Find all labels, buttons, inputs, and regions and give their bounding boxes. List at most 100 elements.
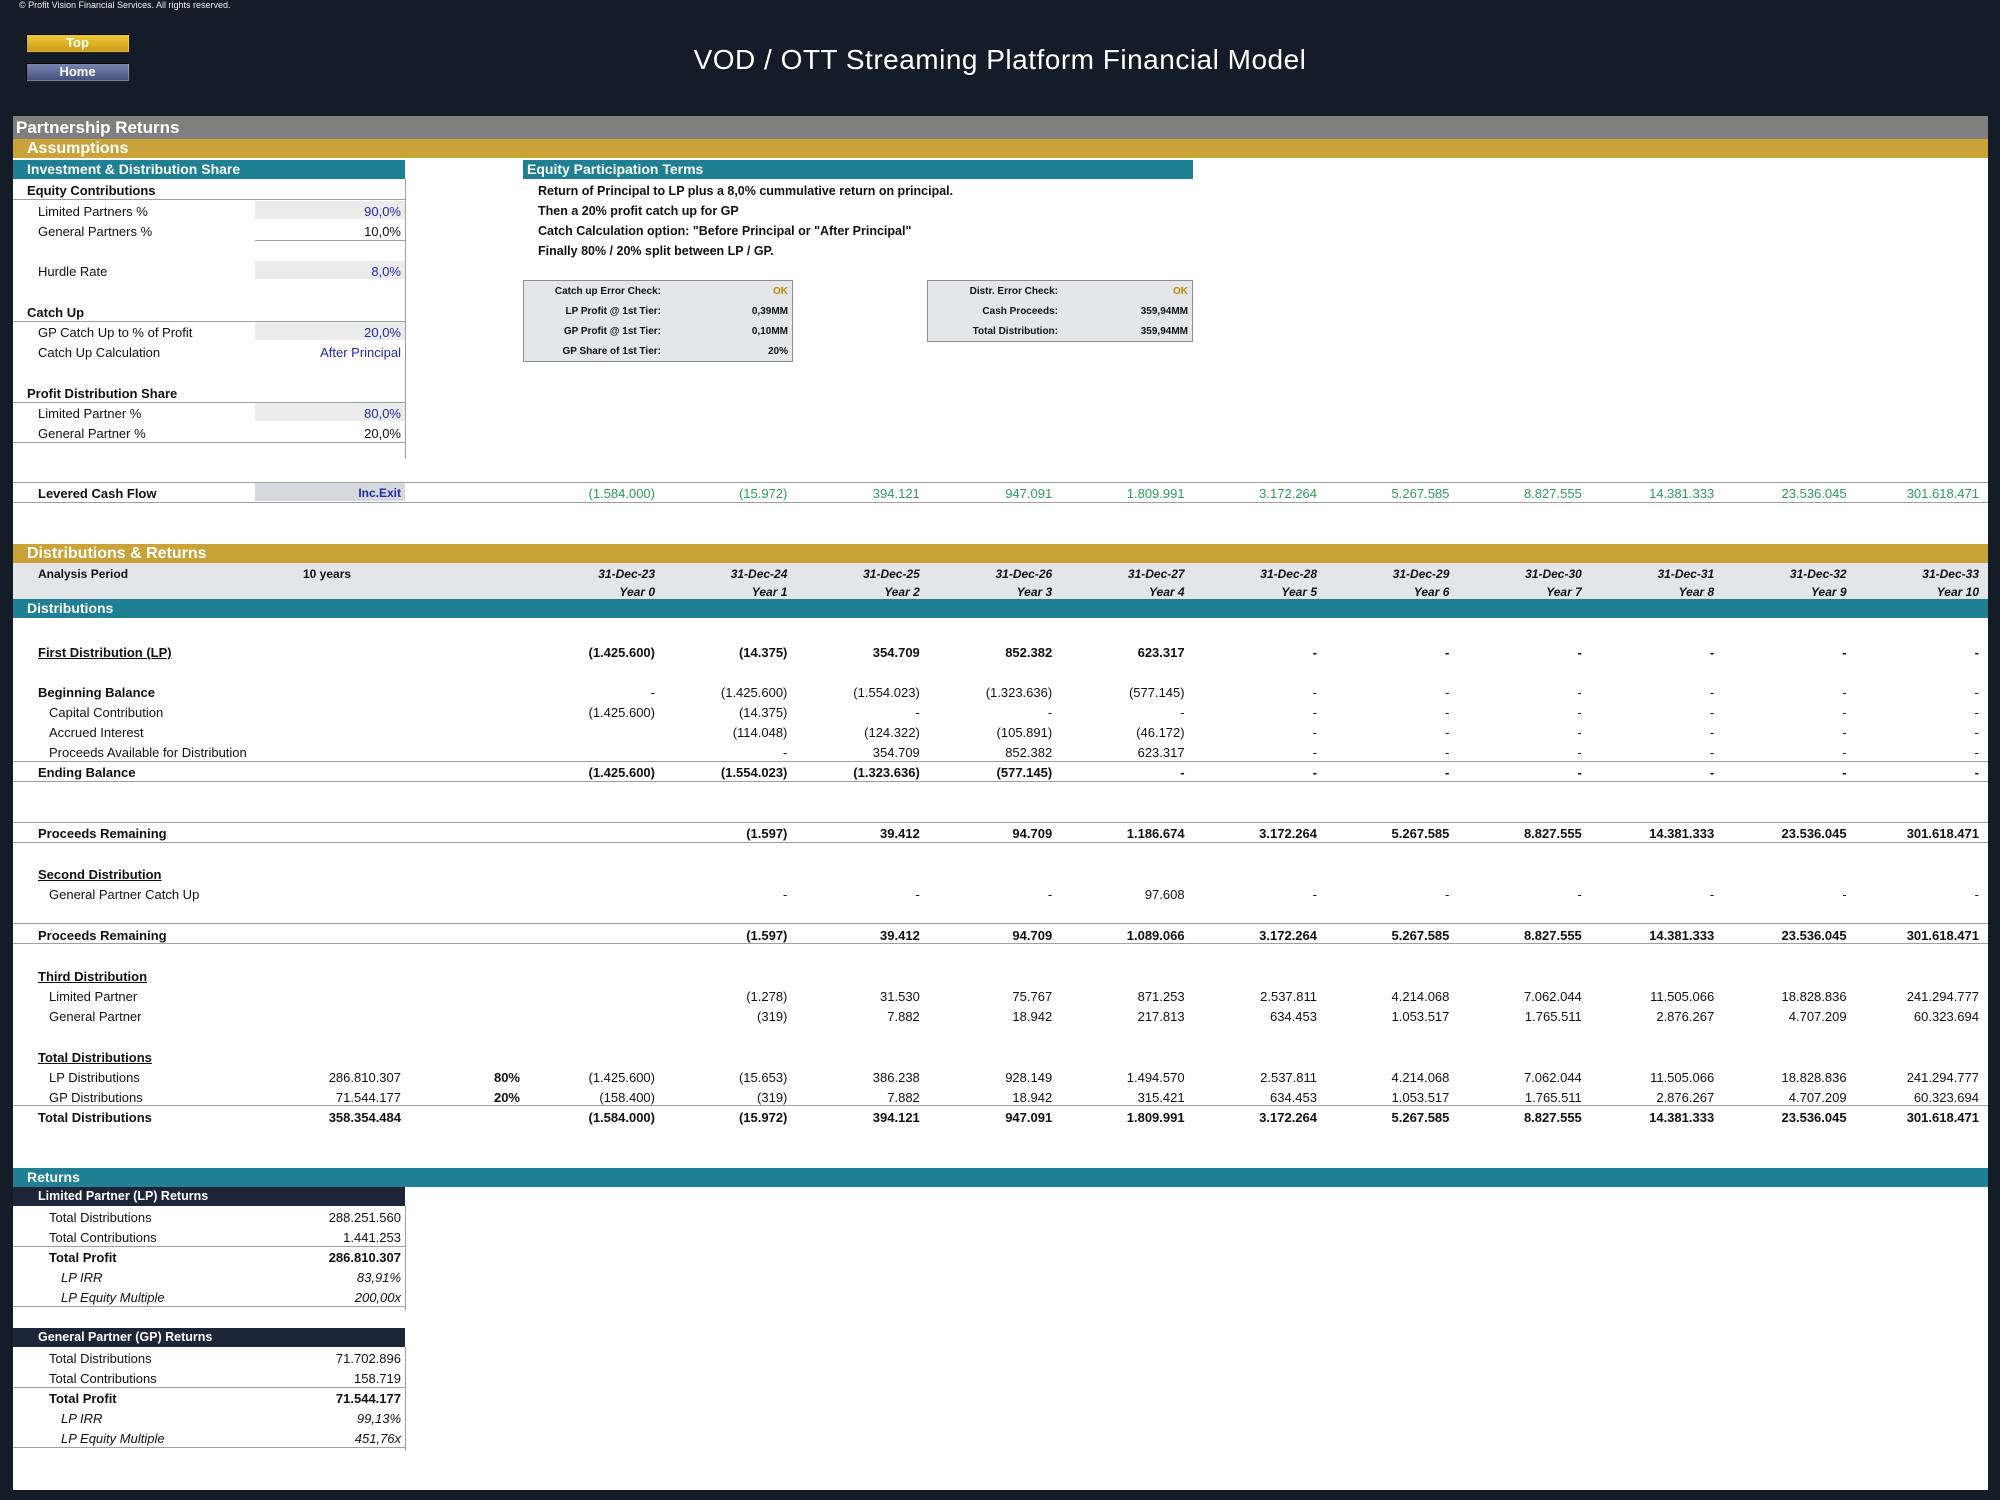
row-value: 354.709 bbox=[872, 745, 920, 760]
period-date: 31-Dec-33 bbox=[1922, 567, 1979, 581]
row-value: 97.608 bbox=[1144, 887, 1185, 902]
row-value: (46.172) bbox=[1136, 725, 1185, 740]
row-value: - bbox=[1974, 725, 1979, 740]
input-cell[interactable] bbox=[255, 261, 405, 279]
hurdle-rate-input[interactable]: 8,0% bbox=[371, 264, 401, 279]
check-label: GP Share of 1st Tier: bbox=[562, 346, 661, 357]
lp-return-value: 1.441.253 bbox=[343, 1230, 401, 1245]
row-value: 315.421 bbox=[1137, 1090, 1185, 1105]
term-line: Return of Principal to LP plus a 8,0% cu… bbox=[538, 184, 954, 198]
lp-return-value: 286.810.307 bbox=[328, 1250, 401, 1265]
gp-return-label: Total Distributions bbox=[49, 1351, 152, 1366]
row-value: 634.453 bbox=[1270, 1009, 1317, 1024]
period-year: Year 2 bbox=[884, 585, 920, 599]
row-label: General Partner Catch Up bbox=[49, 887, 200, 902]
divider bbox=[13, 1447, 405, 1448]
levered-tag[interactable]: Inc.Exit bbox=[358, 486, 401, 500]
row-value: 1.053.517 bbox=[1391, 1009, 1450, 1024]
input-cell[interactable] bbox=[255, 403, 405, 421]
check-value: 0,10MM bbox=[751, 326, 788, 337]
row-value: 634.453 bbox=[1270, 1090, 1317, 1105]
levered-cash-flow-value: 301.618.471 bbox=[1906, 486, 1979, 501]
divider bbox=[13, 199, 405, 200]
input-cell[interactable] bbox=[255, 322, 405, 340]
period-date: 31-Dec-24 bbox=[730, 567, 788, 581]
gp-pct-label: General Partners % bbox=[38, 224, 153, 239]
row-label: Accrued Interest bbox=[49, 725, 144, 740]
period-year: Year 3 bbox=[1016, 585, 1053, 599]
catch-calc-input[interactable]: After Principal bbox=[320, 345, 401, 360]
row-value: (1.323.636) bbox=[985, 685, 1053, 700]
period-year: Year 0 bbox=[619, 585, 655, 599]
gp-return-value: 451,76x bbox=[354, 1431, 401, 1446]
row-value: 18.828.836 bbox=[1781, 1070, 1847, 1085]
period-date: 31-Dec-26 bbox=[995, 567, 1053, 581]
row-value: 18.942 bbox=[1012, 1009, 1053, 1024]
period-date: 31-Dec-31 bbox=[1657, 567, 1715, 581]
check-label: GP Profit @ 1st Tier: bbox=[563, 326, 661, 337]
period-year: Year 6 bbox=[1413, 585, 1450, 599]
check-label: Distr. Error Check: bbox=[969, 286, 1058, 297]
row-label: Total Distributions bbox=[38, 1110, 152, 1125]
row-value: 8.827.555 bbox=[1523, 928, 1582, 943]
row-value: - bbox=[1445, 705, 1450, 720]
gp-catch-input[interactable]: 20,0% bbox=[364, 325, 401, 340]
period-year: Year 9 bbox=[1811, 585, 1847, 599]
row-value: - bbox=[783, 745, 788, 760]
top-button[interactable]: Top bbox=[25, 33, 130, 53]
row-value: - bbox=[1312, 645, 1317, 660]
row-value: - bbox=[1577, 725, 1582, 740]
row-value: (1.323.636) bbox=[853, 765, 920, 780]
row-value: 7.882 bbox=[887, 1090, 920, 1105]
divider bbox=[13, 321, 405, 322]
equity-contributions-heading: Equity Contributions bbox=[27, 183, 156, 198]
row-value: - bbox=[1709, 645, 1715, 660]
catch-up-check-box: Catch up Error Check: OK LP Profit @ 1st… bbox=[523, 280, 793, 362]
gp-return-label: Total Profit bbox=[49, 1391, 117, 1406]
period-year: Year 4 bbox=[1149, 585, 1185, 599]
row-value: 39.412 bbox=[880, 928, 920, 943]
copyright-text: © Profit Vision Financial Services. All … bbox=[19, 0, 231, 10]
lp-pct-input[interactable]: 90,0% bbox=[364, 204, 401, 219]
home-button[interactable]: Home bbox=[25, 62, 130, 82]
distribution-check-box: Distr. Error Check: OK Cash Proceeds: 35… bbox=[927, 280, 1193, 342]
row-total: 358.354.484 bbox=[328, 1110, 401, 1125]
divider bbox=[13, 923, 1988, 924]
row-value: 947.091 bbox=[1005, 1110, 1053, 1125]
row-label: Beginning Balance bbox=[38, 685, 156, 700]
lp-share-input[interactable]: 80,0% bbox=[364, 406, 401, 421]
levered-cash-flow-label: Levered Cash Flow bbox=[38, 486, 157, 501]
row-value: 4.707.209 bbox=[1788, 1009, 1847, 1024]
row-value: - bbox=[1312, 725, 1317, 740]
divider bbox=[13, 842, 1988, 843]
levered-cash-flow-value: 1.809.991 bbox=[1126, 486, 1185, 501]
levered-tag-cell[interactable] bbox=[255, 483, 405, 501]
row-value: - bbox=[1312, 887, 1317, 902]
levered-cash-flow-value: (15.972) bbox=[738, 486, 788, 501]
row-value: (319) bbox=[757, 1090, 788, 1105]
row-label: Third Distribution bbox=[38, 969, 148, 984]
row-value: - bbox=[1180, 765, 1185, 780]
row-label: Proceeds Remaining bbox=[38, 928, 167, 943]
gp-return-label: LP Equity Multiple bbox=[61, 1431, 165, 1446]
row-value: 23.536.045 bbox=[1781, 1110, 1847, 1125]
row-value: 39.412 bbox=[880, 826, 920, 841]
levered-cash-flow-value: 8.827.555 bbox=[1523, 486, 1582, 501]
divider bbox=[13, 402, 405, 403]
row-value: - bbox=[1974, 705, 1979, 720]
row-value: 11.505.066 bbox=[1650, 1070, 1715, 1085]
row-value: - bbox=[1974, 887, 1979, 902]
row-value: 5.267.585 bbox=[1391, 1110, 1450, 1125]
lp-pct-label: Limited Partners % bbox=[38, 204, 148, 219]
gp-returns-header: General Partner (GP) Returns bbox=[13, 1328, 405, 1347]
row-value: (1.278) bbox=[746, 989, 788, 1004]
row-label: Capital Contribution bbox=[49, 705, 164, 720]
period-header-band bbox=[13, 563, 1988, 599]
spreadsheet-sheet: Partnership Returns Assumptions Investme… bbox=[13, 116, 1988, 1490]
check-label: Catch up Error Check: bbox=[554, 286, 661, 297]
input-cell[interactable] bbox=[255, 201, 405, 219]
term-line: Finally 80% / 20% split between LP / GP. bbox=[538, 244, 774, 258]
period-date: 31-Dec-23 bbox=[598, 567, 655, 581]
divider bbox=[13, 482, 1988, 483]
row-value: - bbox=[1180, 705, 1185, 720]
